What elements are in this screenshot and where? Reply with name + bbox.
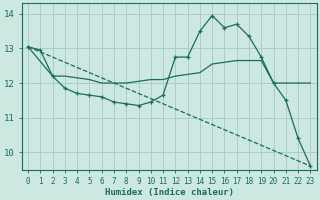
X-axis label: Humidex (Indice chaleur): Humidex (Indice chaleur) (105, 188, 234, 197)
